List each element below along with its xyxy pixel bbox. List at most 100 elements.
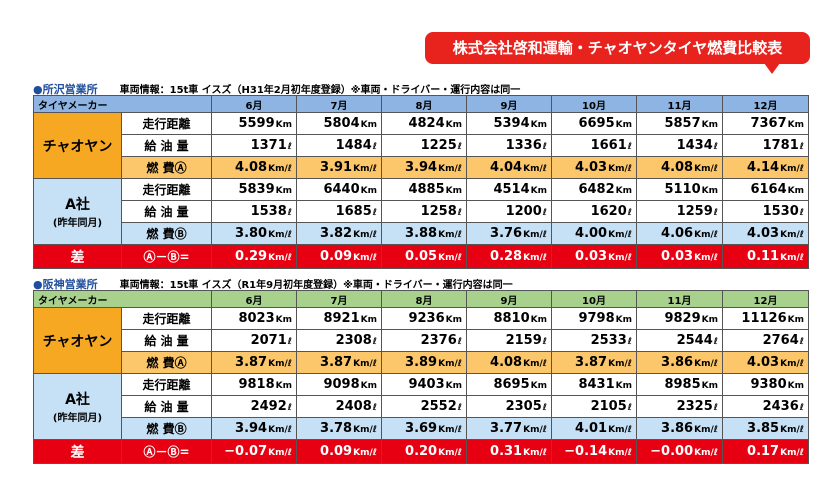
row-item: 給 油 量 bbox=[121, 134, 212, 157]
group-name: チャオヤン bbox=[42, 333, 113, 350]
month: 7月 bbox=[296, 290, 382, 308]
unit: ℓ bbox=[799, 142, 804, 152]
diff-value: 0.03 bbox=[575, 249, 608, 264]
value-cell: 5839Km bbox=[211, 178, 297, 201]
value-cell: 9403Km bbox=[381, 373, 467, 396]
value: 1484 bbox=[335, 138, 372, 153]
value: 9798 bbox=[578, 311, 615, 326]
value: 9403 bbox=[408, 377, 445, 392]
value: 3.94 bbox=[235, 421, 268, 436]
unit: Km/ℓ bbox=[523, 448, 547, 458]
diff-value: 0.11 bbox=[747, 249, 780, 264]
group-label: チャオヤン bbox=[33, 307, 122, 374]
unit: Km bbox=[701, 381, 718, 391]
diff-cell: −0.14Km/ℓ bbox=[551, 439, 637, 464]
unit: ℓ bbox=[627, 142, 632, 152]
diff-value: −0.07 bbox=[224, 444, 268, 459]
unit: Km/ℓ bbox=[694, 230, 718, 240]
value-cell: 4.14Km/ℓ bbox=[722, 156, 809, 179]
row-item: 燃 費Ⓑ bbox=[121, 417, 212, 440]
value-cell: 9798Km bbox=[551, 307, 637, 330]
unit: Km/ℓ bbox=[438, 230, 462, 240]
unit: Km/ℓ bbox=[268, 253, 292, 263]
diff-cell: 0.31Km/ℓ bbox=[466, 439, 552, 464]
unit: Km/ℓ bbox=[694, 359, 718, 369]
value: 2305 bbox=[505, 399, 542, 414]
value: 1225 bbox=[420, 138, 457, 153]
month: 7月 bbox=[296, 95, 382, 113]
unit: ℓ bbox=[627, 337, 632, 347]
value: 1685 bbox=[335, 204, 372, 219]
diff-cell: 0.05Km/ℓ bbox=[381, 244, 467, 269]
unit: Km bbox=[445, 186, 462, 196]
value-cell: 2105ℓ bbox=[551, 395, 637, 418]
value-cell: 4.08Km/ℓ bbox=[466, 351, 552, 374]
value-cell: 1661ℓ bbox=[551, 134, 637, 157]
diff-value: 0.05 bbox=[405, 249, 438, 264]
data-row: チャオヤン 走行距離 8023Km 8921Km 9236Km 8810Km 9798Km 9… bbox=[33, 307, 809, 374]
value: 7367 bbox=[750, 116, 787, 131]
value-cell: 2308ℓ bbox=[296, 329, 382, 352]
value: 8695 bbox=[493, 377, 530, 392]
data-row: 給 油 量 2492ℓ 2408ℓ 2552ℓ 2305ℓ 2105ℓ 2325ℓ 2436ℓ bbox=[34, 395, 809, 418]
unit: Km bbox=[530, 120, 547, 130]
unit: Km/ℓ bbox=[780, 359, 804, 369]
diff-value: 0.20 bbox=[405, 444, 438, 459]
unit: ℓ bbox=[542, 403, 547, 413]
vehicle-info: 車両情報：15t車 イスズ（H31年2月初年度登録）※車両・ドライバー・運行内容… bbox=[119, 85, 521, 96]
value: 4.00 bbox=[575, 226, 608, 241]
unit: Km bbox=[530, 381, 547, 391]
unit: Km bbox=[530, 315, 547, 325]
value: 1200 bbox=[505, 204, 542, 219]
row-item: 燃 費Ⓐ bbox=[121, 351, 212, 374]
value-cell: 3.76Km/ℓ bbox=[466, 222, 552, 245]
value: 2436 bbox=[762, 399, 799, 414]
value: 2376 bbox=[420, 333, 457, 348]
diff-cell: 0.11Km/ℓ bbox=[722, 244, 809, 269]
value: 5394 bbox=[493, 116, 530, 131]
unit: Km/ℓ bbox=[353, 164, 377, 174]
data-row: 燃 費Ⓐ 4.08Km/ℓ 3.91Km/ℓ 3.94Km/ℓ 4.04Km/ℓ 4.03… bbox=[34, 156, 809, 179]
comparison-table: タイヤメーカー 6月 7月 8月 9月 10月 11月 12月 チャオヤン 走行距離 5599Km 5… bbox=[33, 95, 809, 269]
value: 9236 bbox=[408, 311, 445, 326]
value: 2764 bbox=[762, 333, 799, 348]
value-cell: 1259ℓ bbox=[636, 200, 723, 223]
unit: Km/ℓ bbox=[268, 164, 292, 174]
office-name: ●所沢営業所 bbox=[33, 83, 98, 96]
unit: ℓ bbox=[627, 403, 632, 413]
value-cell: 3.77Km/ℓ bbox=[466, 417, 552, 440]
value: 2408 bbox=[335, 399, 372, 414]
unit: Km/ℓ bbox=[780, 448, 804, 458]
unit: Km bbox=[787, 186, 804, 196]
value-cell: 1538ℓ bbox=[211, 200, 297, 223]
month: 11月 bbox=[636, 290, 723, 308]
unit: Km bbox=[615, 186, 632, 196]
diff-label: 差 bbox=[33, 439, 122, 464]
value: 3.80 bbox=[235, 226, 268, 241]
value: 3.69 bbox=[405, 421, 438, 436]
unit: Km/ℓ bbox=[694, 448, 718, 458]
value-cell: 3.69Km/ℓ bbox=[381, 417, 467, 440]
unit: ℓ bbox=[799, 337, 804, 347]
value-cell: 5599Km bbox=[211, 112, 297, 135]
value-cell: 3.78Km/ℓ bbox=[296, 417, 382, 440]
value-cell: 1434ℓ bbox=[636, 134, 723, 157]
value-cell: 9236Km bbox=[381, 307, 467, 330]
section-header: ●所沢営業所 車両情報：15t車 イスズ（H31年2月初年度登録）※車両・ドライバ… bbox=[33, 81, 808, 96]
unit: Km bbox=[360, 381, 377, 391]
value-cell: 3.91Km/ℓ bbox=[296, 156, 382, 179]
value: 2071 bbox=[250, 333, 287, 348]
unit: Km/ℓ bbox=[268, 448, 292, 458]
value: 1781 bbox=[762, 138, 799, 153]
value-cell: 1484ℓ bbox=[296, 134, 382, 157]
column-header: タイヤメーカー bbox=[33, 290, 212, 308]
value-cell: 1781ℓ bbox=[722, 134, 809, 157]
group-label: A社 (昨年同月) bbox=[33, 373, 122, 440]
unit: Km bbox=[360, 120, 377, 130]
value: 6440 bbox=[323, 182, 360, 197]
value-cell: 8695Km bbox=[466, 373, 552, 396]
value-cell: 9818Km bbox=[211, 373, 297, 396]
value: 2105 bbox=[590, 399, 627, 414]
value-cell: 3.87Km/ℓ bbox=[296, 351, 382, 374]
month: 10月 bbox=[551, 290, 637, 308]
